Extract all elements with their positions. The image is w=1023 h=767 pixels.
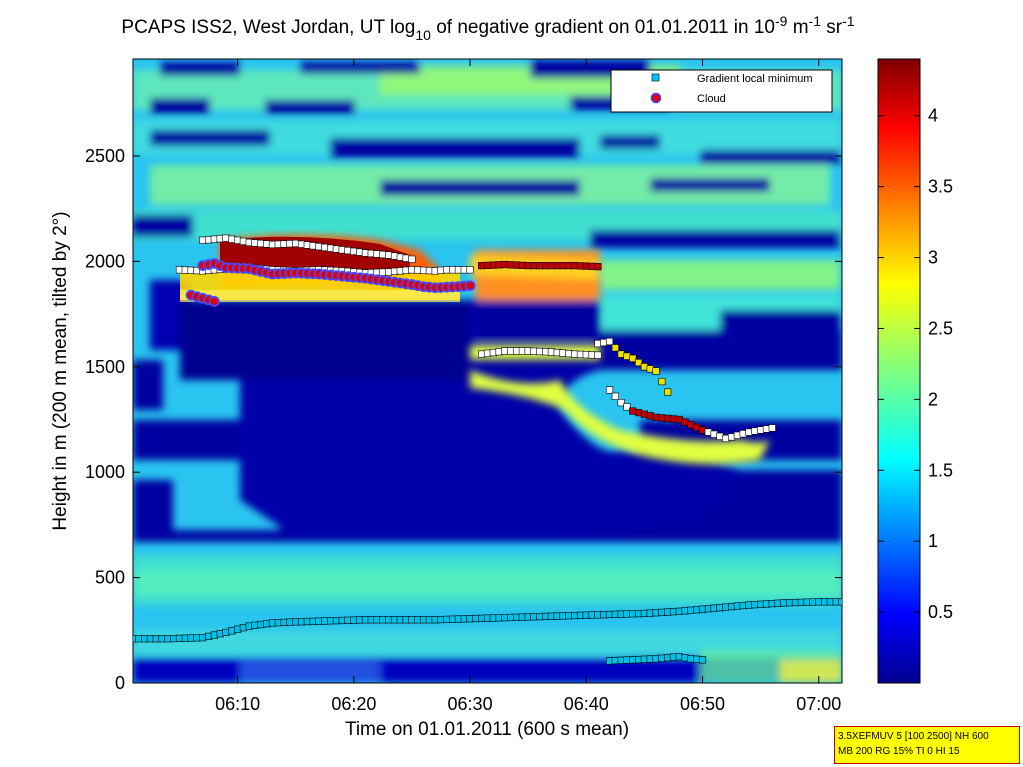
- gradient-minimum-point: [623, 403, 631, 411]
- colorbar-tick-label: 3: [928, 248, 938, 268]
- x-axis-label: Time on 01.01.2011 (600 s mean): [345, 719, 629, 740]
- x-tick-label: 06:10: [215, 694, 260, 714]
- x-tick-label: 06:20: [331, 694, 376, 714]
- gradient-minimum-point: [658, 377, 666, 386]
- y-tick-label: 500: [95, 568, 125, 588]
- colorbar-tick-label: 1: [928, 531, 938, 551]
- legend: Gradient local minimum Cloud: [610, 69, 833, 113]
- cloud-point: [208, 296, 220, 307]
- gradient-minimum-point: [698, 656, 707, 664]
- y-axis-label: Height in m (200 m mean, tilted by 2°): [50, 211, 71, 530]
- legend-entry-0: Gradient local minimum: [697, 73, 813, 85]
- gradient-minimum-point: [768, 424, 776, 432]
- gradient-minimum-point: [652, 367, 660, 375]
- markers-layer: [133, 234, 842, 665]
- gradient-minimum-point: [594, 351, 602, 359]
- x-tick-label: 06:40: [564, 694, 609, 714]
- colorbar-tick-label: 4: [928, 106, 938, 126]
- x-tick-label: 06:30: [448, 694, 493, 714]
- chart-title: PCAPS ISS2, West Jordan, UT log10 of neg…: [121, 13, 854, 43]
- gradient-minimum-point: [605, 386, 614, 394]
- legend-circle-icon: [650, 92, 662, 104]
- gradient-minimum-point: [617, 399, 625, 407]
- gradient-minimum-point: [664, 388, 672, 396]
- y-tick-label: 2000: [85, 251, 125, 271]
- gradient-minimum-point: [838, 598, 842, 606]
- colorbar-tick-label: 2.5: [928, 318, 953, 338]
- plot-area-frame: [132, 58, 843, 684]
- axis-ticks: 06:10 06:20 06:30 06:40 06:50 07:00 0 500 1000 15…: [85, 59, 842, 714]
- gradient-minimum-point: [629, 354, 637, 362]
- cloud-point: [464, 280, 476, 292]
- y-tick-label: 0: [115, 673, 125, 693]
- heatmap-field: [133, 59, 842, 683]
- gradient-minimum-point: [611, 392, 619, 400]
- x-tick-label: 06:50: [680, 694, 725, 714]
- colorbar: 0.5 1 1.5 2 2.5 3 3.5 4: [877, 58, 953, 684]
- colorbar-tick-label: 2: [928, 389, 938, 409]
- legend-entry-1: Cloud: [697, 93, 726, 105]
- gradient-minimum-point: [611, 344, 619, 352]
- x-tick-label: 07:00: [796, 694, 841, 714]
- y-tick-label: 1000: [85, 462, 125, 482]
- legend-square-icon: [651, 73, 660, 82]
- gradient-minimum-point: [605, 337, 614, 346]
- y-tick-label: 1500: [85, 357, 125, 377]
- gradient-minimum-point: [594, 263, 602, 271]
- parameter-note: 3.5XEFMUV 5 [100 2500] NH 600 MB 200 RG …: [834, 726, 1020, 764]
- colorbar-tick-label: 3.5: [928, 177, 953, 197]
- y-tick-label: 2500: [85, 146, 125, 166]
- gradient-minimum-point: [634, 358, 643, 367]
- gradient-minimum-point: [408, 255, 416, 263]
- colorbar-tick-label: 0.5: [928, 602, 953, 622]
- gradient-minimum-point: [466, 266, 474, 274]
- colorbar-tick-label: 1.5: [928, 460, 953, 480]
